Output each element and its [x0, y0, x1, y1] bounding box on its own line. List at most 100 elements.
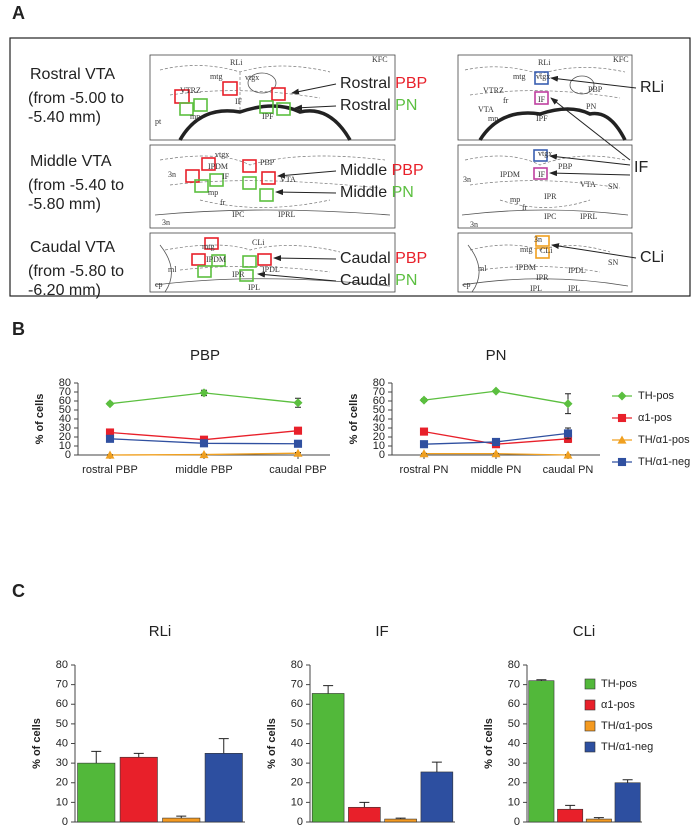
panel-label: B — [12, 319, 25, 339]
atlas-label: 3n — [534, 235, 542, 244]
y-tick-label: 60 — [59, 395, 71, 407]
atlas-label: mp — [488, 114, 498, 123]
atlas-middle-left — [149, 144, 396, 229]
nucleus-label: RLi — [640, 79, 664, 96]
atlas-label: CLi — [540, 246, 553, 255]
marker — [419, 440, 429, 449]
atlas-label: IPDM — [206, 255, 226, 264]
atlas-middle-right — [457, 144, 633, 229]
legend-swatch — [584, 699, 596, 711]
error-bar — [176, 815, 187, 819]
atlas-label: VTA — [478, 105, 494, 114]
atlas-label: CLi — [252, 238, 265, 247]
bar — [204, 753, 243, 823]
y-tick-label: 30 — [56, 757, 68, 769]
marker — [563, 429, 573, 438]
atlas-label: IF — [538, 95, 546, 104]
marker — [491, 437, 501, 446]
marker — [563, 399, 573, 409]
y-tick-label: 0 — [297, 816, 303, 828]
row-range: -5.80 mm) — [28, 196, 101, 213]
panel-label: C — [12, 581, 25, 601]
bar — [384, 818, 417, 823]
region-prefix: Rostral — [340, 97, 391, 114]
panel-label: A — [12, 3, 25, 23]
bar — [528, 680, 555, 823]
chart-title: RLi — [149, 623, 172, 640]
atlas-rostral-left — [149, 54, 396, 141]
marker — [419, 427, 429, 436]
error-bar — [536, 679, 547, 681]
y-tick-label: 20 — [56, 777, 68, 789]
region-name: PN — [395, 97, 417, 114]
atlas-label: 3n — [470, 220, 478, 229]
marker — [491, 449, 501, 458]
atlas-label: 3n — [463, 175, 471, 184]
x-tick-label: middle PBP — [175, 464, 232, 476]
region-prefix: Middle — [340, 162, 387, 179]
y-axis-label: % of cells — [266, 718, 278, 769]
y-tick-label: 50 — [373, 404, 385, 416]
y-tick-label: 70 — [56, 679, 68, 691]
marker — [293, 448, 303, 457]
row-range: (from -5.40 to — [28, 177, 124, 194]
marker — [199, 388, 209, 398]
legend-swatch — [584, 741, 596, 753]
atlas-label: PBP — [260, 158, 275, 167]
panel-a-layout — [9, 37, 691, 297]
bar — [311, 693, 345, 823]
arrow — [549, 170, 631, 177]
arrow — [257, 271, 337, 282]
bar — [585, 818, 612, 823]
marker — [617, 457, 627, 467]
legend-swatch — [584, 678, 596, 690]
y-tick-label: 80 — [56, 659, 68, 671]
nucleus-label: CLi — [640, 249, 664, 266]
atlas-label: IPL — [248, 283, 260, 292]
region-prefix: Caudal — [340, 250, 391, 267]
bar — [348, 806, 381, 823]
atlas-label: 3n — [162, 218, 170, 227]
y-tick-label: 50 — [508, 718, 520, 730]
marker — [105, 428, 115, 437]
atlas-label: fr — [220, 198, 226, 207]
arrow — [275, 189, 337, 196]
marker — [105, 450, 115, 459]
y-tick-label: 40 — [56, 737, 68, 749]
atlas-label: fr — [522, 203, 528, 212]
y-tick-label: 50 — [59, 404, 71, 416]
y-tick-label: 80 — [508, 659, 520, 671]
atlas-label: IPDM — [500, 170, 520, 179]
x-tick-label: rostral PN — [400, 464, 449, 476]
atlas-label: SN — [608, 182, 618, 191]
y-tick-label: 0 — [514, 816, 520, 828]
arrow — [549, 153, 631, 166]
legend-label: TH-pos — [601, 678, 638, 690]
row-title: Caudal VTA — [30, 239, 115, 256]
atlas-label: fr — [503, 96, 509, 105]
error-bar — [431, 761, 442, 772]
y-tick-label: 0 — [65, 449, 71, 461]
y-tick-label: 70 — [291, 679, 303, 691]
marker — [563, 450, 573, 459]
y-tick-label: 20 — [508, 777, 520, 789]
region-name: PBP — [395, 250, 427, 267]
y-tick-label: 10 — [508, 796, 520, 808]
y-tick-label: 30 — [373, 422, 385, 434]
y-tick-label: 40 — [373, 413, 385, 425]
y-tick-label: 60 — [373, 395, 385, 407]
atlas-label: IPR — [536, 273, 549, 282]
atlas-label: pt — [155, 117, 162, 126]
region-prefix: Rostral — [340, 75, 391, 92]
arrow — [550, 97, 631, 161]
atlas-label: IPR — [544, 192, 557, 201]
atlas-label: 3n — [168, 170, 176, 179]
y-tick-label: 60 — [508, 698, 520, 710]
atlas-label: vtgx — [538, 149, 552, 158]
x-tick-label: caudal PN — [543, 464, 594, 476]
arrow — [291, 83, 337, 95]
y-axis-label: % of cells — [348, 394, 360, 445]
legend-label: TH/α1-pos — [601, 720, 653, 732]
marker — [617, 391, 627, 401]
bar — [77, 762, 116, 823]
